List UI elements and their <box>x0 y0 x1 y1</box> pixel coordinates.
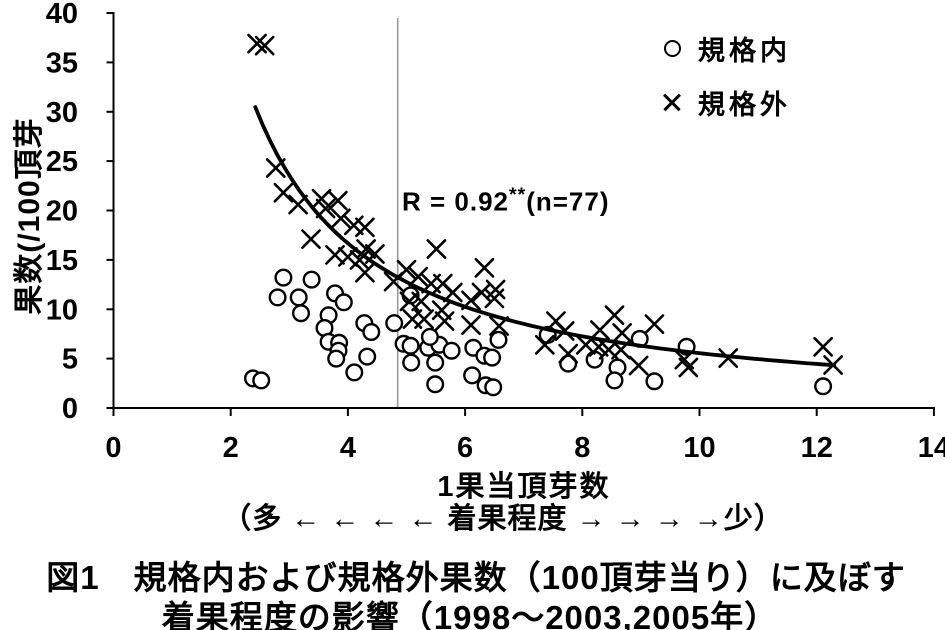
correlation-annotation: R = 0.92**(n=77) <box>402 184 610 218</box>
y-axis-title: 果数(/100頂芽 <box>13 117 46 315</box>
legend-marker-box <box>646 92 698 112</box>
data-point-cross <box>301 229 321 249</box>
data-point-cross <box>411 291 432 312</box>
legend: 規格内 規格外 <box>646 28 791 136</box>
legend-item-within-standard: 規格内 <box>646 28 791 68</box>
data-point-circle <box>559 354 578 373</box>
legend-label-out-of-standard: 規格外 <box>698 89 791 120</box>
y-tick-label: 10 <box>46 294 78 326</box>
data-point-cross <box>414 309 435 330</box>
data-point-circle <box>327 349 346 368</box>
data-point-cross <box>678 357 699 378</box>
data-point-cross <box>484 288 505 309</box>
data-point-cross <box>349 250 370 270</box>
data-point-cross <box>327 190 348 211</box>
data-point-circle <box>484 378 503 397</box>
data-point-circle <box>814 377 833 396</box>
data-point-cross <box>813 336 834 357</box>
data-point-cross <box>431 300 452 321</box>
x-axis-subtitle-fruit-set-scale: （多 ← ← ← ← 着果程度 → → → →少） <box>222 503 784 535</box>
y-tick-label: 5 <box>62 344 78 376</box>
data-point-cross <box>330 208 351 229</box>
data-point-cross <box>471 282 492 303</box>
data-point-circle <box>292 304 311 323</box>
data-point-circle <box>385 314 404 333</box>
r-value-text: R = 0.92 <box>402 186 510 217</box>
data-point-circle <box>483 348 502 367</box>
data-point-cross <box>396 259 417 280</box>
data-point-circle <box>345 363 364 382</box>
x-tick-label: 14 <box>918 432 945 464</box>
data-point-cross <box>474 257 495 278</box>
data-point-cross <box>343 215 364 236</box>
data-point-cross <box>461 315 481 336</box>
x-tick-label: 0 <box>105 432 121 464</box>
data-point-circle <box>463 366 482 385</box>
data-point-circle <box>274 268 293 287</box>
data-point-circle <box>334 293 353 312</box>
data-point-circle <box>362 323 381 342</box>
data-point-cross <box>354 262 375 283</box>
data-point-cross <box>644 314 665 335</box>
data-point-circle <box>489 330 508 349</box>
x-tick-label: 8 <box>574 432 590 464</box>
data-point-cross <box>554 321 575 341</box>
data-point-cross <box>434 311 455 332</box>
y-tick-label: 15 <box>46 245 78 277</box>
y-tick-label: 0 <box>62 393 78 425</box>
legend-label-within-standard: 規格内 <box>698 35 791 66</box>
data-point-circle <box>420 327 439 346</box>
x-axis-title: 1果当頂芽数 <box>437 471 611 503</box>
y-tick-label: 25 <box>46 146 78 178</box>
data-point-circle <box>268 288 287 307</box>
data-point-cross <box>558 343 579 364</box>
data-point-cross <box>545 311 566 332</box>
significance-stars: ** <box>509 184 527 206</box>
data-point-circle <box>358 347 377 366</box>
data-point-cross <box>426 239 447 259</box>
data-point-cross <box>311 188 332 209</box>
y-tick-label: 40 <box>46 0 78 30</box>
legend-item-out-of-standard: 規格外 <box>646 82 791 122</box>
cross-marker-icon <box>662 92 682 112</box>
data-point-cross <box>247 33 268 54</box>
y-tick-label: 20 <box>46 196 78 228</box>
data-point-circle <box>442 341 461 360</box>
circle-marker-icon <box>663 39 681 57</box>
x-tick-label: 12 <box>801 432 833 464</box>
data-point-cross <box>612 322 633 343</box>
x-tick-label: 10 <box>683 432 715 464</box>
y-tick-label: 35 <box>46 47 78 79</box>
data-point-cross <box>354 217 375 238</box>
data-point-circle <box>402 353 421 372</box>
data-point-circle <box>605 371 624 390</box>
data-point-cross <box>628 355 649 376</box>
data-point-circle <box>401 336 420 355</box>
data-point-cross <box>337 247 358 267</box>
y-tick-label: 30 <box>46 97 78 129</box>
data-point-cross <box>432 273 453 294</box>
x-tick-label: 6 <box>457 432 473 464</box>
data-point-circle <box>302 270 321 289</box>
data-point-circle <box>426 353 445 372</box>
n-count-text: (n=77) <box>526 186 610 217</box>
figure-caption-line2: 着果程度の影響（1998～2003,2005年） <box>161 599 779 630</box>
data-point-circle <box>252 371 271 390</box>
scatter-chart: 0 5 10 15 20 25 30 35 40 0 2 4 6 8 10 12 14 <box>46 0 945 464</box>
data-point-circle <box>289 288 308 307</box>
data-point-cross <box>408 266 429 287</box>
data-point-cross <box>534 334 555 355</box>
data-point-circle <box>426 375 445 394</box>
data-point-cross <box>254 35 275 56</box>
x-tick-label: 4 <box>340 432 356 464</box>
fitted-curve <box>253 105 837 368</box>
figure-caption-line1: 図1 規格内および規格外果数（100頂芽当り）に及ぼす <box>46 559 906 596</box>
data-point-circle <box>645 372 664 391</box>
legend-marker-box <box>646 39 698 57</box>
data-point-cross <box>273 182 294 203</box>
x-tick-label: 2 <box>223 432 239 464</box>
